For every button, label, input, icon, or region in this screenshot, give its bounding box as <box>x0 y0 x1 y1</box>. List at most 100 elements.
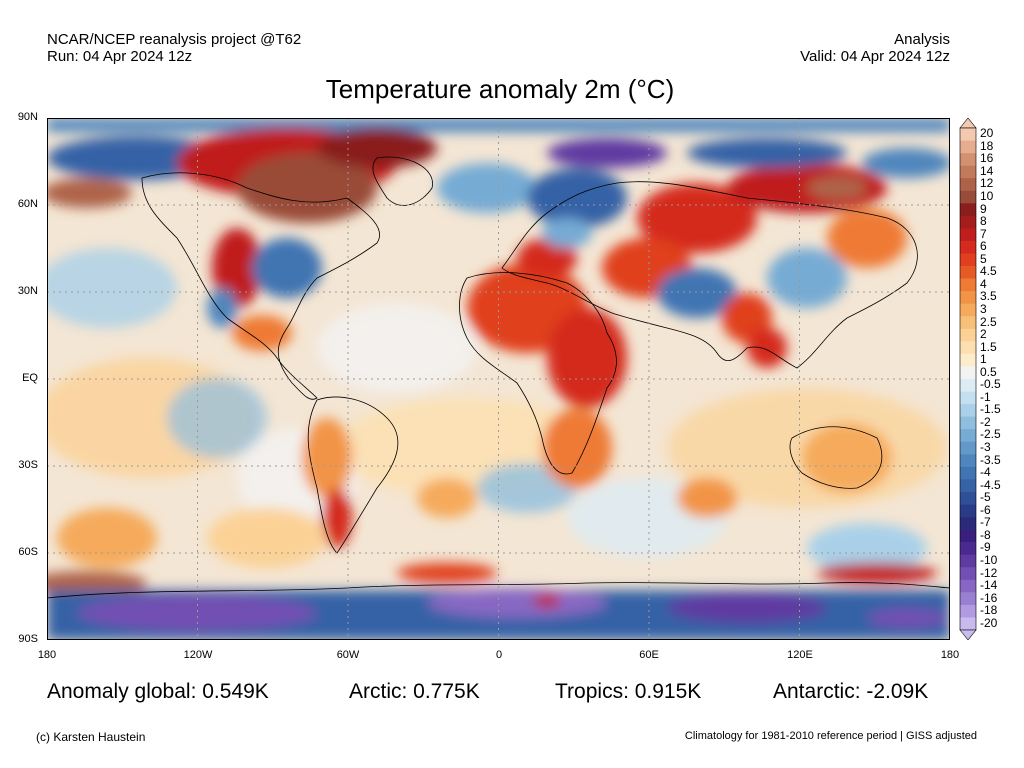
colorbar-label: -10 <box>980 552 998 567</box>
colorbar-swatch <box>960 178 976 192</box>
colorbar-swatch <box>960 140 976 154</box>
colorbar-swatch <box>960 454 976 468</box>
colorbar-label: 12 <box>980 176 994 191</box>
colorbar-label: -7 <box>980 515 991 530</box>
colorbar-swatch <box>960 504 976 518</box>
colorbar-label: 16 <box>980 151 994 166</box>
arctic-anomaly: Arctic: 0.775K <box>349 680 480 703</box>
lon-label-60w: 60W <box>336 649 360 661</box>
copyright: (c) Karsten Haustein <box>36 730 146 744</box>
colorbar-swatch <box>960 316 976 330</box>
colorbar-swatch <box>960 441 976 455</box>
colorbar-swatch <box>960 253 976 267</box>
global-anomaly: Anomaly global: 0.549K <box>47 680 269 703</box>
colorbar-label: -4.5 <box>980 477 1001 492</box>
colorbar-swatch <box>960 466 976 480</box>
colorbar-label: -14 <box>980 578 998 593</box>
colorbar-swatch <box>960 529 976 543</box>
colorbar-label: -1 <box>980 389 991 404</box>
colorbar-swatch <box>960 379 976 392</box>
lon-label-60e: 60E <box>639 649 659 661</box>
colorbar-swatch <box>960 278 976 292</box>
run-time: Run: 04 Apr 2024 12z <box>47 48 193 65</box>
lon-label-120w: 120W <box>183 649 213 661</box>
colorbar-swatch <box>960 228 976 242</box>
colorbar-label: 3 <box>980 301 987 316</box>
colorbar-swatch <box>960 404 976 417</box>
lat-label-30s: 30S <box>18 459 38 471</box>
antarctic-anomaly: Antarctic: -2.09K <box>773 680 929 703</box>
colorbar-label: -0.5 <box>980 377 1001 392</box>
tropics-anomaly: Tropics: 0.915K <box>555 680 702 703</box>
colorbar-swatch <box>960 567 976 581</box>
colorbar-label: 5 <box>980 251 987 266</box>
colorbar-min-arrow <box>959 629 977 640</box>
colorbar-label: 8 <box>980 214 987 229</box>
colorbar-label: 14 <box>980 163 994 178</box>
colorbar-swatch <box>960 291 976 304</box>
anomaly-field <box>47 118 950 640</box>
colorbar-swatch <box>960 579 976 593</box>
colorbar-swatch <box>960 391 976 405</box>
colorbar-label: 9 <box>980 201 987 216</box>
analysis-label: Analysis <box>894 31 950 48</box>
lon-label-0: 0 <box>495 649 503 661</box>
colorbar-label: 18 <box>980 138 994 153</box>
colorbar-swatch <box>960 517 976 530</box>
colorbar-label: 10 <box>980 189 994 204</box>
colorbar-label: -3 <box>980 440 991 455</box>
colorbar <box>959 118 977 640</box>
lat-label-90s: 90S <box>18 633 38 645</box>
colorbar-swatch <box>960 328 976 342</box>
lat-label-90n: 90N <box>17 111 38 123</box>
colorbar-label: -6 <box>980 502 991 517</box>
page-title: Temperature anomaly 2m (°C) <box>325 74 675 104</box>
colorbar-swatch <box>960 128 976 141</box>
colorbar-label: -9 <box>980 540 991 555</box>
lat-label-eq: EQ <box>22 372 38 384</box>
temperature-anomaly-map <box>47 118 950 640</box>
colorbar-swatch <box>960 240 976 254</box>
colorbar-label: -2.5 <box>980 427 1001 442</box>
colorbar-label: -12 <box>980 565 998 580</box>
colorbar-label: 4 <box>980 276 987 291</box>
map-frame <box>47 118 950 640</box>
colorbar-label: 2.5 <box>980 314 997 329</box>
colorbar-swatch <box>960 491 976 505</box>
colorbar-label: 1 <box>980 352 987 367</box>
lat-label-60n: 60N <box>17 198 38 210</box>
colorbar-swatch <box>960 266 976 279</box>
colorbar-label: -8 <box>980 527 991 542</box>
colorbar-swatch <box>960 366 976 380</box>
colorbar-label: -18 <box>980 603 998 618</box>
colorbar-swatch <box>960 190 976 204</box>
colorbar-swatch <box>960 592 976 606</box>
colorbar-swatch <box>960 303 976 317</box>
colorbar-swatch <box>960 542 976 555</box>
colorbar-label: 6 <box>980 239 987 254</box>
colorbar-label: 20 <box>980 126 994 141</box>
colorbar-label: -2 <box>980 414 991 429</box>
colorbar-swatch <box>960 203 976 217</box>
colorbar-swatch <box>960 215 976 229</box>
colorbar-swatch <box>960 617 976 631</box>
colorbar-label: -5 <box>980 490 991 505</box>
graticule <box>47 118 950 640</box>
colorbar-label: -20 <box>980 615 998 630</box>
colorbar-max-arrow <box>959 118 977 129</box>
coastlines <box>47 156 950 640</box>
colorbar-swatch <box>960 479 976 493</box>
colorbar-swatch <box>960 604 976 618</box>
colorbar-label: 4.5 <box>980 264 997 279</box>
colorbar-label: 3.5 <box>980 289 997 304</box>
colorbar-label: 7 <box>980 226 987 241</box>
lat-label-30n: 30N <box>17 285 38 297</box>
lon-label-180e: 180 <box>940 649 960 661</box>
colorbar-swatch <box>960 416 976 430</box>
lat-label-60s: 60S <box>18 546 38 558</box>
colorbar-label: -3.5 <box>980 452 1001 467</box>
colorbar-label: 2 <box>980 327 987 342</box>
colorbar-swatch <box>960 165 976 179</box>
colorbar-swatch <box>960 153 976 166</box>
valid-time: Valid: 04 Apr 2024 12z <box>800 48 950 65</box>
